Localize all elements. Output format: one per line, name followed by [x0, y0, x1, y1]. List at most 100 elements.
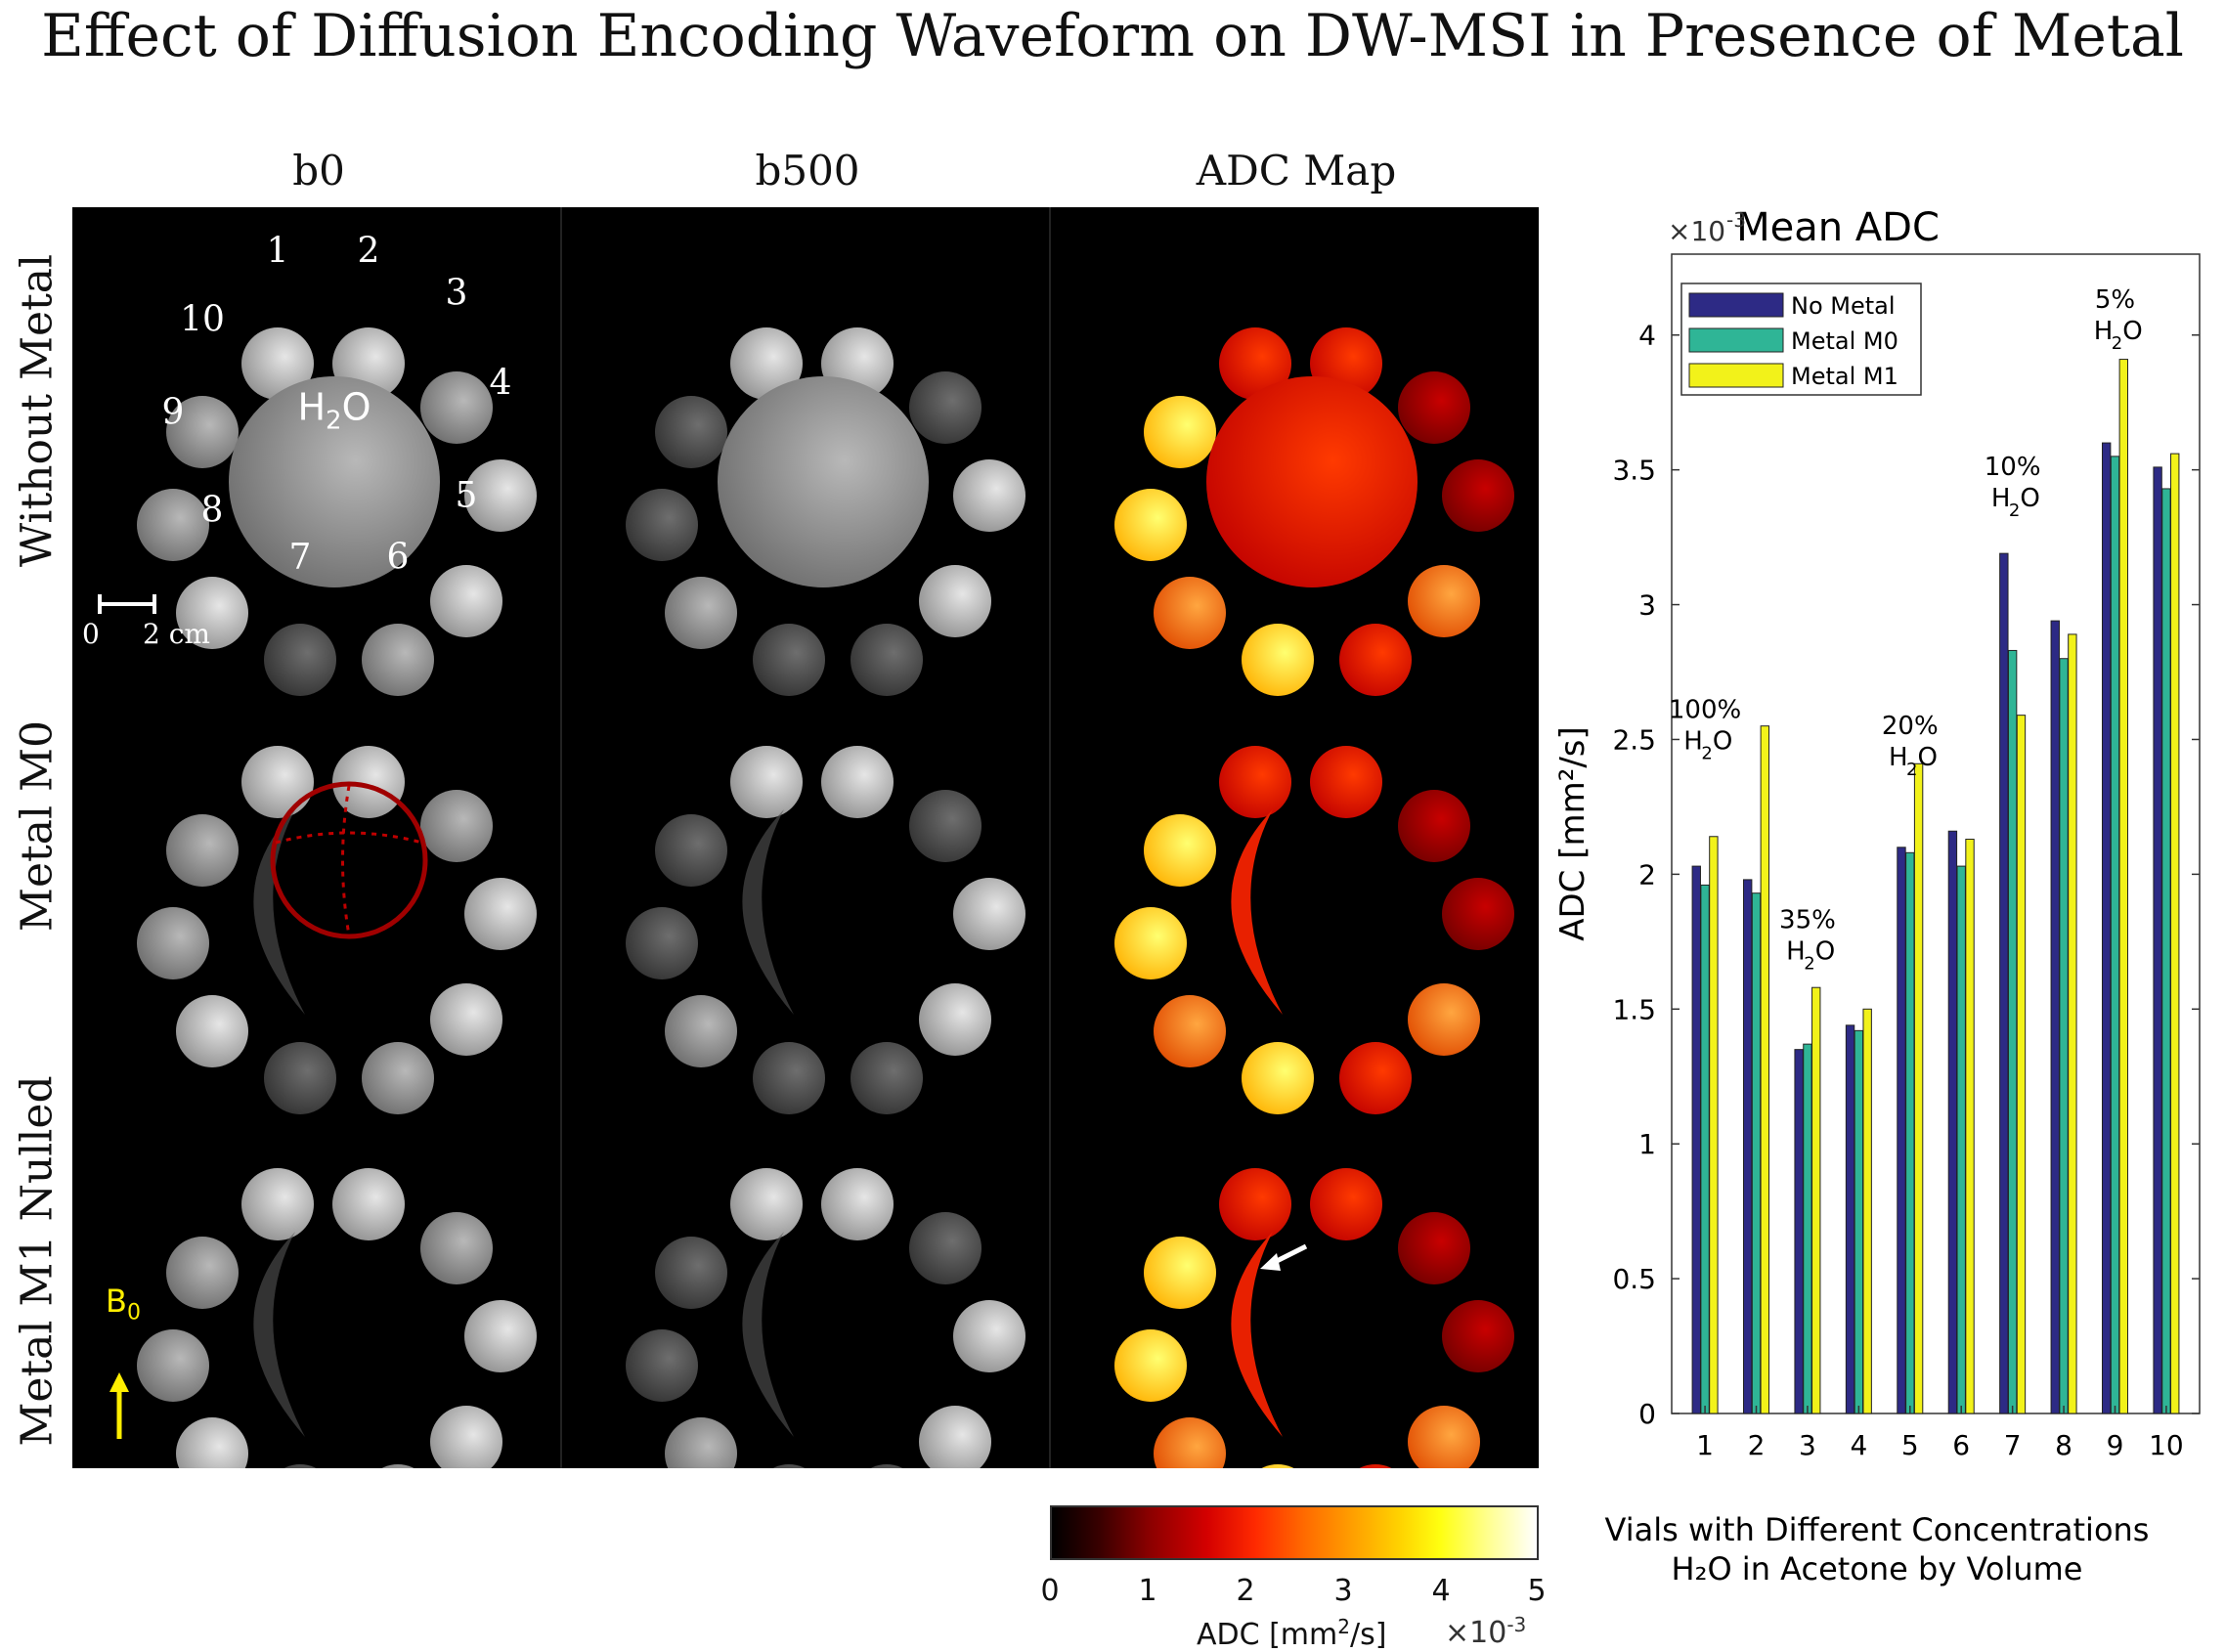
- annotation-1-line2: H: [1786, 937, 1806, 967]
- vial-c2-r3-9: [626, 1329, 698, 1402]
- vial-c1-r2-3: [420, 790, 493, 862]
- bar-metal-m0-vial-7: [2007, 649, 2018, 1414]
- vial-c2-r2-1: [730, 746, 803, 818]
- water-label: H2O: [297, 385, 371, 436]
- row-label-metal-m0: Metal M0: [12, 719, 63, 933]
- bar-no-metal-vial-9: [2101, 442, 2112, 1414]
- vial-c3-r2-4: [1442, 878, 1514, 950]
- vial-c1-r1-1: [241, 327, 314, 400]
- bar-metal-m1-vial-3: [1811, 986, 1821, 1414]
- metal-artifact-c1-r2: [253, 809, 305, 1015]
- vial-c2-r1-6: [851, 624, 923, 696]
- legend-label-1: Metal M0: [1791, 327, 1898, 355]
- bar-no-metal-vial-8: [2050, 620, 2060, 1414]
- vial-c3-r2-9: [1114, 907, 1187, 979]
- image-grid-canvas: [109, 207, 1514, 1537]
- vial-c2-r3-4: [953, 1300, 1025, 1372]
- vial-c3-r2-8: [1154, 995, 1226, 1067]
- annotation-0-line1: 100%: [1669, 695, 1741, 724]
- vial-c2-r1-4: [953, 459, 1025, 532]
- vial-label-5: 5: [455, 475, 478, 516]
- annotation-0-sub: 2: [1701, 743, 1712, 763]
- annotation-3-line1: 10%: [1985, 453, 2041, 482]
- colorbar-tick-2: 2: [1236, 1574, 1255, 1608]
- vial-c2-r1-1: [730, 327, 803, 400]
- bar-metal-m1-vial-6: [1965, 839, 1975, 1414]
- vial-c2-r3-10: [655, 1237, 727, 1309]
- column-header-adc-map: ADC Map: [1196, 147, 1397, 195]
- bar-metal-m1-vial-10: [2170, 453, 2180, 1414]
- vial-label-3: 3: [445, 273, 468, 314]
- scale-bar-tick-left: [98, 594, 102, 614]
- vial-label-7: 7: [288, 537, 312, 578]
- vial-c2-r2-5: [919, 983, 991, 1056]
- vial-c3-r3-5: [1408, 1406, 1480, 1478]
- vial-c1-r3-3: [420, 1212, 493, 1284]
- legend-label-2: Metal M1: [1791, 363, 1898, 390]
- ytick-label-2: 1: [1638, 1128, 1656, 1160]
- bar-metal-m0-vial-1: [1700, 884, 1710, 1414]
- vial-c2-r3-5: [919, 1406, 991, 1478]
- bar-metal-m0-vial-6: [1956, 865, 1966, 1414]
- vial-c1-r3-2: [332, 1168, 405, 1240]
- annotation-0-tail: O: [1713, 726, 1732, 756]
- vial-c2-r3-1: [730, 1168, 803, 1240]
- bar-no-metal-vial-5: [1897, 847, 1906, 1414]
- row-label-metal-m1-nulled: Metal M1 Nulled: [12, 1075, 63, 1447]
- vial-c3-r2-3: [1398, 790, 1470, 862]
- metal-artifact-c2-r3: [742, 1232, 794, 1437]
- roi-dotted-v: [341, 785, 351, 936]
- b0-field-label: B0: [106, 1282, 141, 1326]
- bar-metal-m0-vial-10: [2161, 488, 2171, 1414]
- vial-c1-r3-6: [362, 1464, 434, 1537]
- vial-c1-r2-7: [264, 1042, 336, 1114]
- vial-c3-r3-9: [1114, 1329, 1187, 1402]
- vial-label-4: 4: [489, 363, 512, 404]
- colorbar: [1050, 1505, 1539, 1560]
- chart-xlabel-line1: Vials with Different Concentrations: [1605, 1511, 2150, 1548]
- bar-no-metal-vial-6: [1947, 830, 1958, 1414]
- colorbar-tick-5: 5: [1527, 1574, 1547, 1608]
- xtick-label-3: 3: [1799, 1429, 1816, 1461]
- vial-c1-r2-10: [166, 814, 239, 887]
- legend-swatch-2: [1688, 363, 1784, 388]
- annotation-2-line1: 20%: [1882, 712, 1939, 741]
- water-phantom-c1: [229, 376, 440, 587]
- bar-no-metal-vial-4: [1845, 1024, 1855, 1414]
- vial-label-8: 8: [200, 490, 224, 531]
- b0-arrow-head: [109, 1372, 129, 1392]
- column-header-b500: b500: [755, 147, 860, 195]
- metal-artifact-c1-r3: [253, 1232, 305, 1437]
- vial-c3-r1-8: [1154, 577, 1226, 649]
- ytick-label-8: 4: [1638, 320, 1656, 352]
- water-phantom-c3: [1206, 376, 1418, 587]
- ytick-label-6: 3: [1638, 589, 1656, 622]
- vial-c2-r2-7: [753, 1042, 825, 1114]
- ytick-label-4: 2: [1638, 858, 1656, 891]
- vial-c2-r1-3: [909, 371, 982, 444]
- ytick-label-3: 1.5: [1612, 993, 1656, 1025]
- vial-c1-r3-10: [166, 1237, 239, 1309]
- vial-c2-r1-5: [919, 565, 991, 637]
- vial-c1-r1-7: [264, 624, 336, 696]
- artifact-arrow: [1271, 1243, 1308, 1266]
- vial-c1-r2-9: [137, 907, 209, 979]
- annotation-2-sub: 2: [1906, 760, 1917, 780]
- ytick-label-0: 0: [1638, 1398, 1656, 1430]
- xtick-label-7: 7: [2004, 1429, 2022, 1461]
- vial-c2-r1-8: [665, 577, 737, 649]
- bar-metal-m0-vial-5: [1905, 851, 1915, 1414]
- vial-c3-r3-2: [1310, 1168, 1382, 1240]
- vial-c3-r1-9: [1114, 489, 1187, 561]
- vial-c2-r2-6: [851, 1042, 923, 1114]
- annotation-4-tail: O: [2122, 317, 2142, 346]
- vial-c3-r1-7: [1242, 624, 1314, 696]
- bar-metal-m0-vial-4: [1854, 1029, 1864, 1414]
- vial-c1-r3-5: [430, 1406, 502, 1478]
- vial-c3-r3-7: [1242, 1464, 1314, 1537]
- vial-c3-r2-2: [1310, 746, 1382, 818]
- vial-c2-r2-9: [626, 907, 698, 979]
- annotation-4-line1: 5%: [2095, 285, 2135, 315]
- bar-no-metal-vial-3: [1794, 1049, 1804, 1414]
- vial-c2-r2-4: [953, 878, 1025, 950]
